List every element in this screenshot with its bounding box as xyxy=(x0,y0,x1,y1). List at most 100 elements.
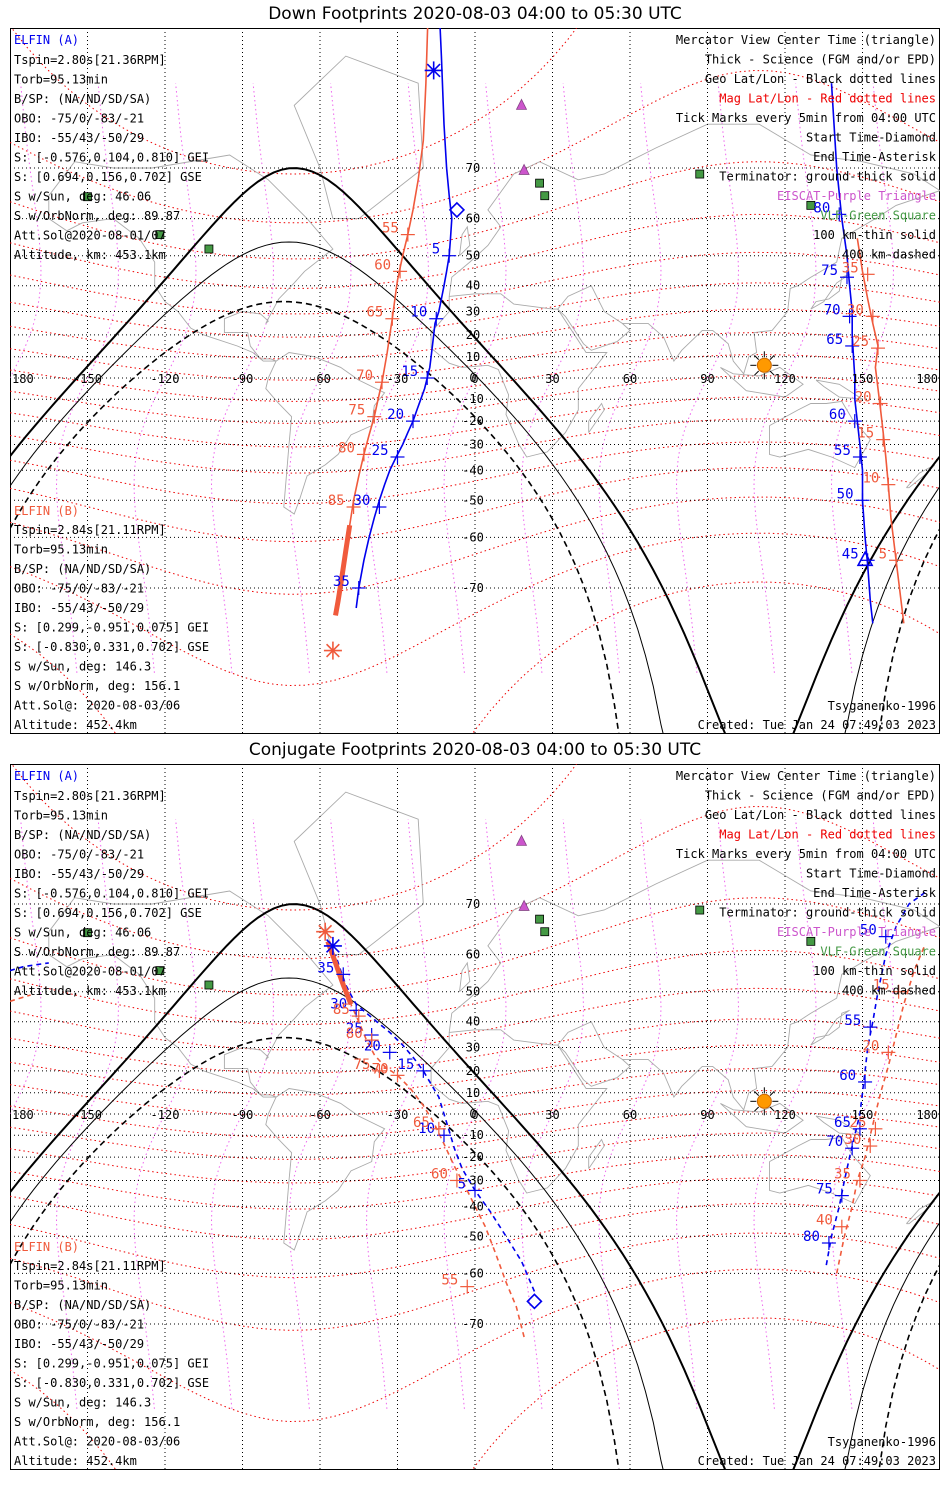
track-tick xyxy=(382,1045,397,1060)
elfin-b-info: IBO: -55/43/-50/29 xyxy=(14,1337,144,1351)
elfin-a-info: Tspin=2.80s[21.36RPM] xyxy=(14,53,166,67)
lat-tick-label: 40 xyxy=(466,1015,480,1029)
track-tick xyxy=(889,553,904,568)
lon-tick-label: -60 xyxy=(309,1108,331,1122)
tick-label: 25 xyxy=(850,1115,867,1131)
mag-lat-line xyxy=(10,1317,940,1470)
mag-lon-line xyxy=(10,83,42,380)
track-tick xyxy=(834,1219,849,1234)
lon-tick-label: 90 xyxy=(700,1108,714,1122)
track-tick xyxy=(390,449,405,464)
track-tick xyxy=(356,447,371,462)
eiscat-triangle xyxy=(515,98,528,110)
elfin-b-info: OBO: -75/0/-83/-21 xyxy=(14,582,144,596)
eiscat-triangle xyxy=(518,899,530,911)
elfin-b-info: Tspin=2.84s[21.11RPM] xyxy=(14,523,166,537)
legend-line: Terminator: ground-thick solid xyxy=(719,170,936,184)
elfin-b-name: ELFIN (B) xyxy=(14,1240,79,1254)
geo-grid xyxy=(10,28,940,734)
lon-tick-label: 120 xyxy=(774,1108,796,1122)
sun-icon xyxy=(750,351,779,380)
tick-label: 80 xyxy=(338,440,355,456)
panel-title-conjugate: Conjugate Footprints 2020-08-03 04:00 to… xyxy=(248,740,702,760)
coastline xyxy=(588,402,605,433)
tick-label: 10 xyxy=(862,471,879,487)
lon-tick-label: 30 xyxy=(545,1108,559,1122)
lon-tick-label: 120 xyxy=(774,372,796,386)
track-tick xyxy=(891,984,906,999)
mag-lat-line xyxy=(10,308,940,360)
tick-label: 45 xyxy=(842,546,859,562)
coastline xyxy=(48,890,334,1098)
mag-lat-line xyxy=(10,1132,940,1184)
track-tick xyxy=(351,580,366,595)
tick-label: 40 xyxy=(816,1213,833,1229)
mag-lat-line xyxy=(10,1232,940,1331)
track-tick xyxy=(858,1074,873,1089)
vlf-square xyxy=(540,191,550,201)
track-tick xyxy=(821,1236,836,1251)
track-tick xyxy=(868,1121,883,1136)
lat-tick-label: 50 xyxy=(466,985,480,999)
mag-lat-line xyxy=(10,532,940,687)
legend-line: EISCAT-Purple Triangle xyxy=(777,925,936,939)
legend-line: Geo Lat/Lon - Black dotted lines xyxy=(705,72,936,86)
track-tick xyxy=(876,432,891,447)
mag-lat-line xyxy=(10,441,940,505)
elfin-a-info: S w/OrbNorm, deg: 89.87 xyxy=(14,945,180,959)
mag-lat-line xyxy=(11,764,578,911)
elfin-a-info: S: [-0.576,0.104,0.810] GEI xyxy=(14,151,209,165)
mag-lat-line xyxy=(10,1111,940,1160)
elfin-b-info: B/SP: (NA/ND/SD/SA) xyxy=(14,562,151,576)
coastline xyxy=(815,379,863,400)
track-tick xyxy=(390,1068,405,1083)
eiscat-triangle xyxy=(518,163,530,175)
lat-tick-label: -60 xyxy=(462,530,484,544)
tick-label: 65 xyxy=(366,305,383,321)
terminator-100km xyxy=(10,241,940,734)
tick-label: 75 xyxy=(348,403,365,419)
lat-tick-label: -50 xyxy=(462,1229,484,1243)
tick-label: 60 xyxy=(829,407,846,423)
track-tick xyxy=(346,500,361,515)
lat-tick-label: 0 xyxy=(469,371,476,385)
mag-lon-line xyxy=(520,819,585,1409)
lat-tick-label: -70 xyxy=(462,581,484,595)
legend-line: Geo Lat/Lon - Black dotted lines xyxy=(705,808,936,822)
tick-label: 20 xyxy=(364,1038,381,1054)
track-tick xyxy=(847,414,862,429)
tick-label: 75 xyxy=(354,1057,371,1073)
elfin-a-info: Att.Sol@2020-08-01/07 xyxy=(14,965,166,979)
tick-label: 35 xyxy=(842,260,859,276)
vlf-square xyxy=(83,928,92,938)
elfin-a-name: ELFIN (A) xyxy=(14,769,79,783)
coastline xyxy=(459,225,471,257)
track-tick xyxy=(855,493,870,508)
center-triangle xyxy=(856,550,874,567)
lon-tick-label: -120 xyxy=(151,372,180,386)
mag-lat-line xyxy=(10,1268,940,1423)
lat-tick-label: -10 xyxy=(462,1128,484,1142)
tick-label: 70 xyxy=(824,302,841,318)
elfin-b-info: B/SP: (NA/ND/SD/SA) xyxy=(14,1298,151,1312)
mag-lat-line xyxy=(10,496,940,595)
mag-lon-line xyxy=(753,83,817,673)
tick-label: 65 xyxy=(834,1115,851,1131)
elfin-b-info: IBO: -55/43/-50/29 xyxy=(14,601,144,615)
track-tick xyxy=(449,1173,464,1188)
elfin-b-info: S w/OrbNorm, deg: 156.1 xyxy=(14,679,180,693)
coastline xyxy=(557,1021,631,1087)
legend-line: Mag Lat/Lon - Red dotted lines xyxy=(719,92,936,106)
lon-tick-label: 180 xyxy=(12,372,34,386)
elfin-b-track-east xyxy=(856,238,905,624)
mag-lon-line xyxy=(365,83,430,673)
coastlines xyxy=(48,55,940,515)
end-asterisk-a xyxy=(323,936,342,955)
elfin-a-info: Torb=95.13min xyxy=(14,73,108,87)
legend-line: Mag Lat/Lon - Red dotted lines xyxy=(719,828,936,842)
elfin-a-info: S: [-0.576,0.104,0.810] GEI xyxy=(14,887,209,901)
tick-label: 15 xyxy=(873,978,890,994)
coastline xyxy=(293,791,424,956)
tick-label: 55 xyxy=(844,1013,861,1029)
mag-lon-line xyxy=(55,83,120,673)
